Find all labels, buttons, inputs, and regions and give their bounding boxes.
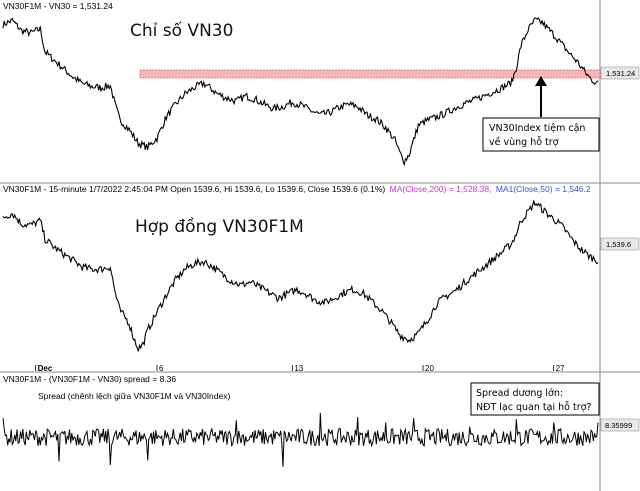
spread-annotation-line-1: Spread dương lớn: [476,388,563,399]
spread-last-value-label: 8.35999 [600,418,640,432]
spread-panel-subtitle: Spread (chênh lệch giữa VN30F1M và VN30I… [38,391,230,401]
x-axis: Dec61320272022 [35,364,565,373]
ma50-legend: MA1(Close,50) = 1,546.2 [496,184,591,194]
x-tick-label: 27 [556,364,565,373]
svg-text:1,531.24: 1,531.24 [606,69,635,78]
ma200-legend: MA(Close,200) = 1,528.38, [390,184,492,194]
spread-series-line [2,412,599,467]
vn30-last-value-label: 1,531.24 [600,66,640,80]
x-tick-label: 20 [425,364,434,373]
svg-text:8.35999: 8.35999 [605,421,632,430]
support-zone-band [139,69,601,79]
x-tick-label: 6 [159,364,164,373]
x-tick-label: Dec [38,364,53,373]
spread-annotation-line-2: NĐT lạc quan tại hỗ trợ? [476,402,591,413]
support-annotation-box: VN30Index tiệm cận về vùng hỗ trợ [482,117,600,152]
vn30-panel-header: VN30F1M - VN30 = 1,531.24 [3,1,113,11]
svg-text:1,539.6: 1,539.6 [606,240,631,249]
spread-panel-header: VN30F1M - (VN30F1M - VN30) spread = 8.36 [3,374,176,384]
vn30f1m-panel-title: Hợp đồng VN30F1M [135,216,304,237]
vn30-panel-title: Chỉ số VN30 [130,20,233,41]
x-tick-label: 13 [294,364,303,373]
support-annotation-line-1: VN30Index tiệm cận [489,123,585,134]
vn30f1m-series-line [2,199,599,352]
spread-annotation-box: Spread dương lớn: NĐT lạc quan tại hỗ tr… [470,382,600,416]
support-annotation-line-2: về vùng hỗ trợ [489,137,559,148]
vn30-series-line [2,17,599,167]
vn30f1m-ohlc-text: VN30F1M - 15-minute 1/7/2022 2:45:04 PM … [3,184,385,194]
annotation-arrow-head [535,76,547,86]
vn30f1m-last-value-label: 1,539.6 [600,237,640,251]
vn30f1m-panel-header: VN30F1M - 15-minute 1/7/2022 2:45:04 PM … [3,184,591,194]
